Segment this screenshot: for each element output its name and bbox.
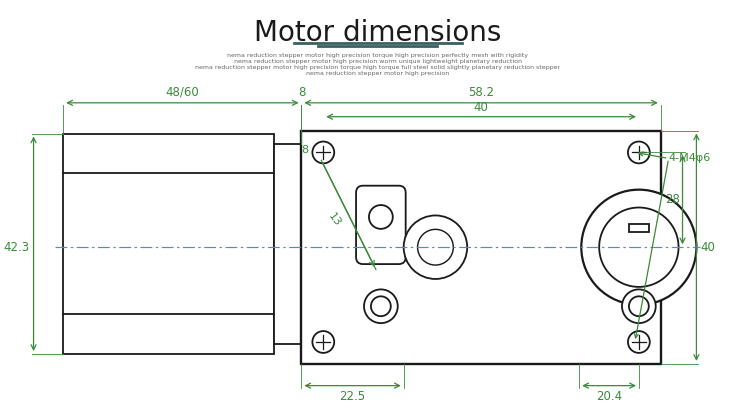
Bar [629,224,649,232]
FancyBboxPatch shape [356,186,406,264]
Circle shape [629,297,649,316]
Text: 20.4: 20.4 [596,390,622,403]
Circle shape [369,205,393,229]
Text: 8: 8 [298,86,305,99]
Text: nema reduction stepper motor high precision: nema reduction stepper motor high precis… [306,71,449,76]
Circle shape [404,215,467,279]
Text: 58.2: 58.2 [468,86,494,99]
Bar [63,134,274,354]
Text: 40: 40 [700,241,715,254]
Text: nema reduction stepper motor high precision torque high torque full steel solid : nema reduction stepper motor high precis… [195,65,560,70]
Text: Motor dimensions: Motor dimensions [254,19,502,47]
Text: 4-M4φ6: 4-M4φ6 [669,153,711,163]
Text: 48/60: 48/60 [166,86,200,99]
Bar [302,131,661,364]
Circle shape [364,289,398,323]
Text: 42.3: 42.3 [4,241,29,254]
Text: 40: 40 [474,101,488,114]
Circle shape [313,331,334,353]
Text: 8: 8 [301,144,308,155]
Circle shape [599,207,679,287]
Circle shape [313,142,334,163]
Text: 22.5: 22.5 [340,390,366,403]
Bar [274,144,302,344]
Text: nema reduction stepper motor high precision torque high precision perfectly mesh: nema reduction stepper motor high precis… [227,53,529,58]
Text: 13: 13 [326,211,343,228]
Circle shape [371,297,391,316]
Text: nema reduction stepper motor high precision worm unique lightweight planetary re: nema reduction stepper motor high precis… [234,59,522,64]
Circle shape [628,142,650,163]
Circle shape [622,289,656,323]
Circle shape [418,229,453,265]
Circle shape [581,190,697,305]
Circle shape [628,331,650,353]
Text: 28: 28 [664,193,680,206]
